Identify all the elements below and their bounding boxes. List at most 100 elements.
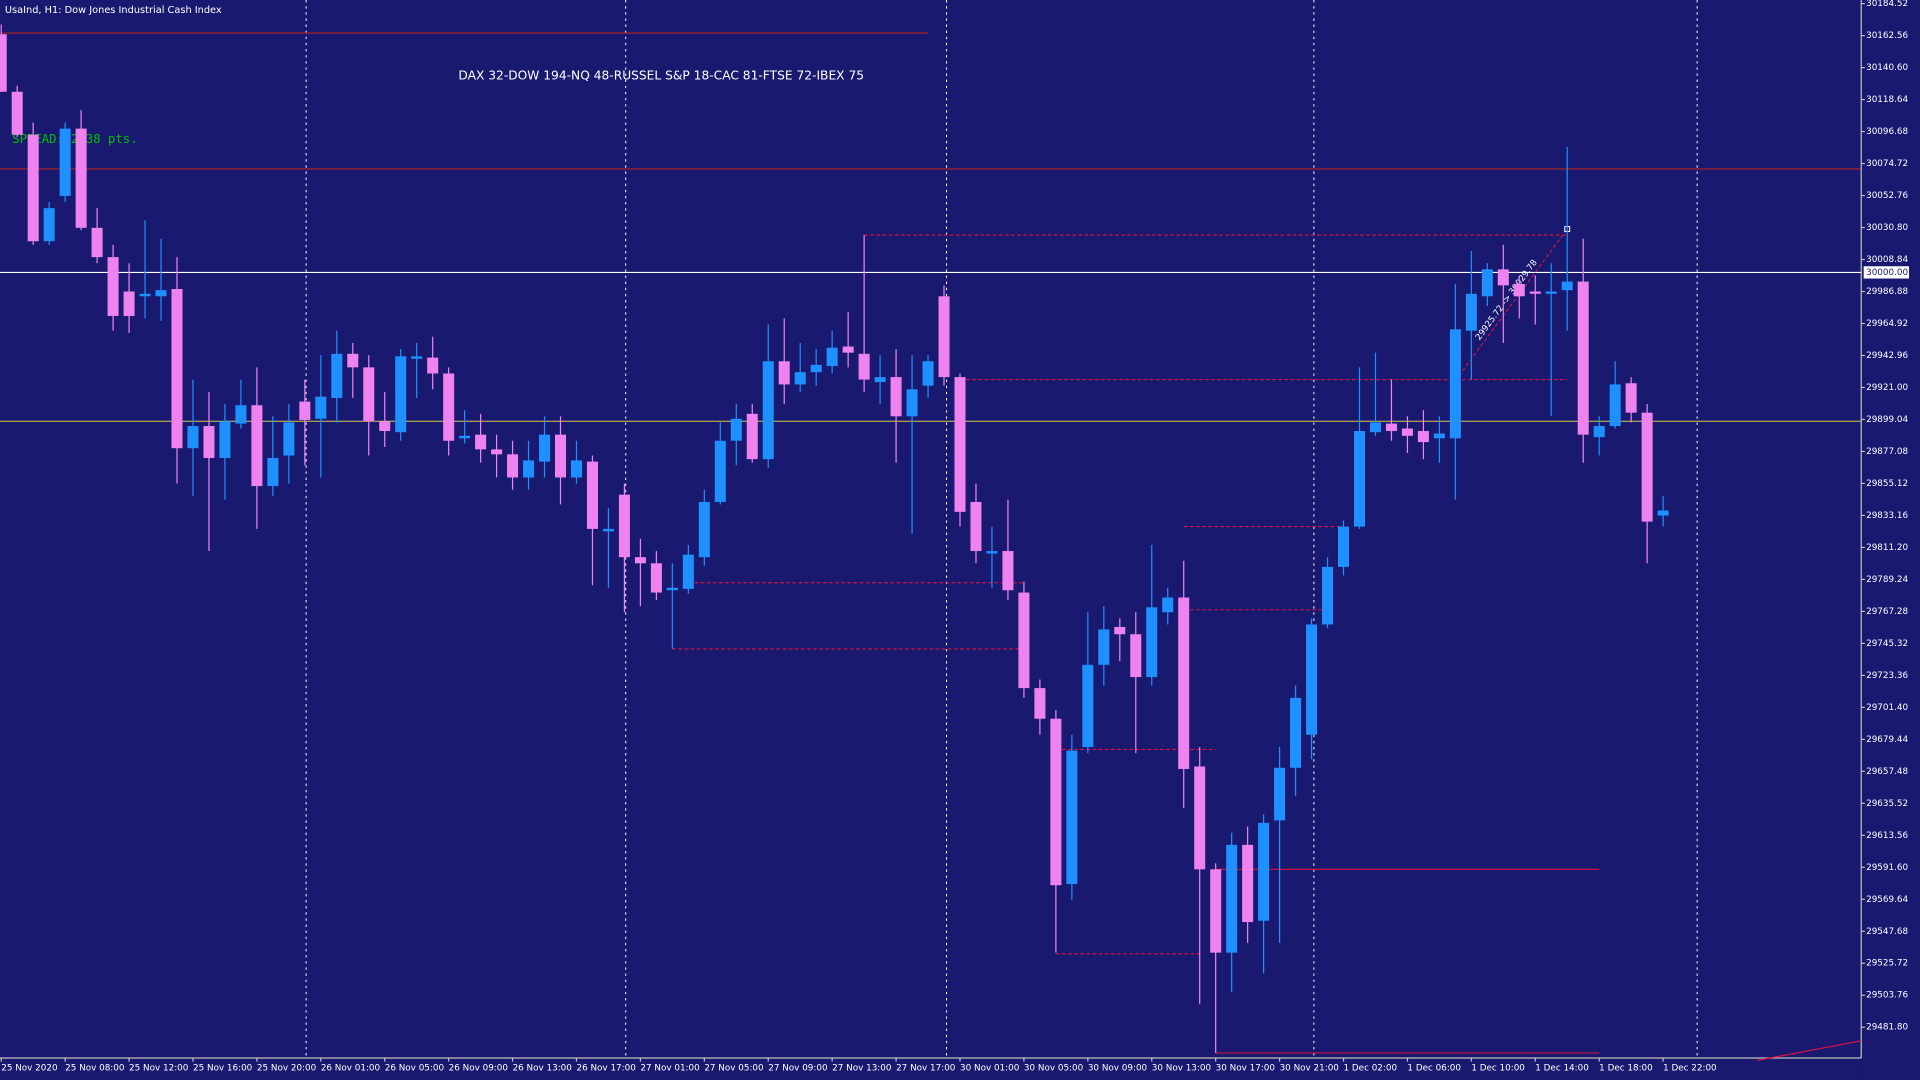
y-tick-label: 29723.36 (1866, 671, 1908, 681)
x-tick-label: 26 Nov 09:00 (449, 1063, 509, 1073)
candle-body (1433, 433, 1445, 439)
x-tick-label: 25 Nov 2020 (1, 1063, 58, 1073)
y-tick-label: 29921.00 (1866, 383, 1908, 393)
candle-body (347, 353, 359, 368)
candle-body (171, 288, 183, 449)
candle-body (1353, 431, 1365, 527)
candle-body (155, 290, 167, 297)
candle-body (187, 426, 199, 449)
candle-body (443, 373, 455, 441)
candle-body (922, 361, 934, 386)
candle-body (1481, 269, 1493, 297)
candle-body (666, 587, 678, 591)
candle-body (954, 377, 966, 512)
y-tick-label: 30052.76 (1866, 191, 1908, 201)
candle-body (1002, 551, 1014, 591)
candle-body (794, 372, 806, 385)
candle-body (938, 296, 950, 378)
candle-body (331, 353, 343, 398)
candle-body (315, 396, 327, 419)
y-tick-label: 29811.20 (1866, 543, 1908, 553)
candle-body (1625, 383, 1637, 413)
candle-body (634, 557, 646, 564)
candle-body (491, 449, 503, 455)
y-tick-label: 29635.52 (1866, 799, 1908, 809)
y-tick-label: 29745.32 (1866, 639, 1908, 649)
y-tick-label: 30074.72 (1866, 159, 1908, 169)
y-tick-label: 29569.64 (1866, 895, 1908, 905)
x-tick-label: 27 Nov 01:00 (640, 1063, 700, 1073)
candle-body (1449, 329, 1461, 439)
candle-body (1529, 291, 1541, 294)
y-tick-label: 29547.68 (1866, 927, 1908, 937)
y-tick-label: 29767.28 (1866, 607, 1908, 617)
y-tick-label: 29591.60 (1866, 863, 1908, 873)
candle-body (379, 421, 391, 432)
candle-body (1034, 688, 1046, 719)
y-tick-label: 30162.56 (1866, 31, 1908, 41)
candle-body (1226, 844, 1238, 953)
y-tick-label: 29942.96 (1866, 351, 1908, 361)
y-tick-label: 30184.52 (1866, 0, 1908, 9)
candle-body (1401, 428, 1413, 436)
x-tick-label: 30 Nov 21:00 (1280, 1063, 1340, 1073)
candle-body (43, 208, 55, 242)
candle-body (11, 91, 23, 135)
candle-body (283, 422, 295, 456)
candle-body (1561, 281, 1573, 291)
candle-body (874, 377, 886, 383)
candle-body (858, 353, 870, 380)
candle-body (1162, 597, 1174, 613)
y-tick-label: 30118.64 (1866, 95, 1908, 105)
candle-body (810, 364, 822, 373)
y-tick-label: 29679.44 (1866, 735, 1908, 745)
y-tick-label: 30008.84 (1866, 255, 1908, 265)
candle-body (570, 460, 582, 478)
candle-body (1290, 697, 1302, 768)
candle-body (123, 291, 135, 316)
trendline (1454, 228, 1568, 381)
candle-body (746, 413, 758, 460)
x-tick-label: 26 Nov 17:00 (576, 1063, 636, 1073)
y-tick-label: 29657.48 (1866, 767, 1908, 777)
candle-body (1338, 526, 1350, 567)
candle-body (1082, 664, 1094, 747)
candle-body (411, 356, 423, 359)
candle-body (251, 405, 263, 487)
candle-body (1018, 592, 1030, 689)
x-tick-label: 25 Nov 12:00 (129, 1063, 189, 1073)
x-tick-label: 25 Nov 08:00 (65, 1063, 125, 1073)
candle-body (1258, 822, 1270, 921)
x-tick-label: 1 Dec 06:00 (1407, 1063, 1461, 1073)
candle-body (778, 361, 790, 385)
x-tick-label: 27 Nov 17:00 (896, 1063, 956, 1073)
candle-body (602, 528, 614, 532)
candle-body (395, 356, 407, 433)
y-tick-label: 29503.76 (1866, 991, 1908, 1001)
y-tick-label: 30030.80 (1866, 223, 1908, 233)
candle-body (1050, 718, 1062, 886)
candle-body (762, 361, 774, 460)
candle-body (826, 347, 838, 367)
x-tick-label: 1 Dec 14:00 (1535, 1063, 1589, 1073)
candle-body (555, 434, 567, 478)
candle-body (1306, 624, 1318, 735)
candle-body (698, 501, 710, 558)
x-tick-label: 26 Nov 05:00 (385, 1063, 445, 1073)
x-tick-label: 30 Nov 05:00 (1024, 1063, 1084, 1073)
candle-body (586, 461, 598, 529)
y-tick-label: 29855.12 (1866, 479, 1908, 489)
candle-body (714, 440, 726, 502)
x-tick-label: 25 Nov 20:00 (257, 1063, 317, 1073)
candle-body (1130, 634, 1142, 678)
candle-body (1242, 844, 1254, 923)
candle-body (970, 501, 982, 552)
x-tick-label: 26 Nov 01:00 (321, 1063, 381, 1073)
candle-body (523, 460, 535, 478)
candle-body (475, 434, 487, 450)
y-tick-label: 30096.68 (1866, 127, 1908, 137)
candle-body (1114, 626, 1126, 635)
candle-body (1577, 281, 1589, 435)
